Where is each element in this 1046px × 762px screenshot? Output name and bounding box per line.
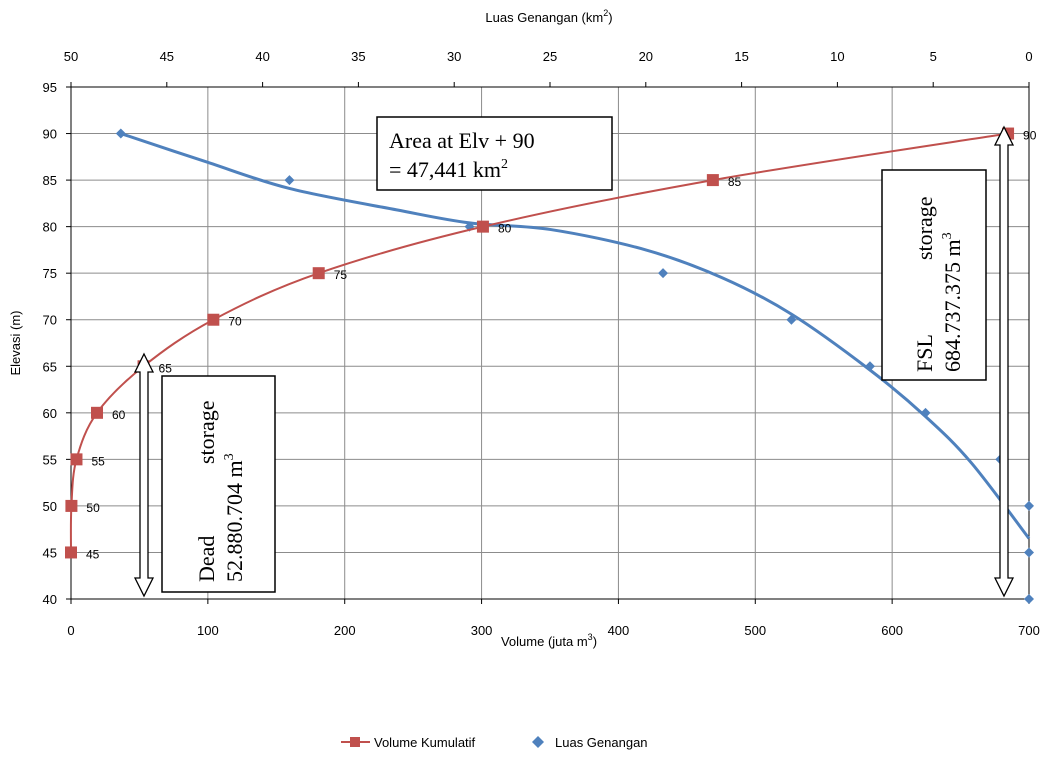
tick-label-top: 40 <box>255 49 269 64</box>
tick-label-top: 15 <box>734 49 748 64</box>
tick-label-y: 95 <box>43 80 57 95</box>
data-label-volume: 45 <box>86 547 100 561</box>
data-label-volume: 70 <box>228 315 242 329</box>
tick-label-top: 50 <box>64 49 78 64</box>
point-volume-kumulatif <box>91 406 104 419</box>
dead-storage-arrow <box>133 352 155 598</box>
point-luas-genangan <box>1024 547 1034 558</box>
data-label-volume: 65 <box>159 361 173 375</box>
tick-label-top: 5 <box>930 49 937 64</box>
annotation-area-box: Area at Elv + 90 = 47,441 km2 <box>376 116 613 191</box>
data-label-volume: 80 <box>498 222 512 236</box>
tick-label-y: 45 <box>43 545 57 560</box>
tick-label-y: 60 <box>43 406 57 421</box>
tick-label-y: 70 <box>43 313 57 328</box>
legend-label-luas: Luas Genangan <box>555 735 648 750</box>
point-luas-genangan <box>920 407 931 418</box>
fsl-storage-word2: storage <box>912 196 937 260</box>
point-volume-kumulatif <box>312 267 325 280</box>
tick-label-bottom: 600 <box>881 623 903 638</box>
legend-item-volume-kumulatif: Volume Kumulatif <box>341 735 476 750</box>
tick-label-y: 75 <box>43 266 57 281</box>
dead-storage-word2: storage <box>194 400 219 464</box>
data-label-volume: 90 <box>1023 129 1037 143</box>
tick-label-y: 90 <box>43 127 57 142</box>
tick-label-bottom: 0 <box>67 623 74 638</box>
point-volume-kumulatif <box>476 220 489 233</box>
fsl-storage-arrow <box>993 125 1015 598</box>
dead-storage-value: 52.880.704 m3 <box>222 453 247 582</box>
tick-label-bottom: 400 <box>608 623 630 638</box>
point-volume-kumulatif <box>207 313 220 326</box>
tick-label-top: 45 <box>160 49 174 64</box>
data-label-volume: 55 <box>91 454 105 468</box>
data-label-volume: 60 <box>112 408 126 422</box>
legend-item-luas-genangan: Luas Genangan <box>532 735 648 750</box>
annotation-area-line2: = 47,441 km2 <box>389 157 508 182</box>
tick-label-top: 25 <box>543 49 557 64</box>
point-volume-kumulatif <box>706 174 719 187</box>
tick-label-top: 20 <box>639 49 653 64</box>
x-axis-bottom-ticks: 0 100 200 300 400 500 600 700 <box>67 599 1040 638</box>
tick-label-bottom: 100 <box>197 623 219 638</box>
point-luas-genangan <box>864 361 875 372</box>
fsl-storage-word1: FSL <box>912 334 937 372</box>
point-luas-genangan <box>1024 500 1034 511</box>
tick-label-bottom: 500 <box>744 623 766 638</box>
legend-label-volume: Volume Kumulatif <box>374 735 476 750</box>
point-volume-kumulatif <box>70 453 83 466</box>
data-label-volume: 85 <box>728 175 742 189</box>
tick-label-bottom: 300 <box>471 623 493 638</box>
storage-arrows <box>133 125 1015 598</box>
data-label-volume: 50 <box>86 501 100 515</box>
point-luas-genangan <box>1024 594 1034 604</box>
x-axis-top-title: Luas Genangan (km2) <box>485 8 612 25</box>
point-luas-genangan <box>658 268 669 279</box>
point-volume-kumulatif <box>65 546 77 559</box>
tick-label-y: 80 <box>43 220 57 235</box>
y-axis-title: Elevasi (m) <box>8 310 23 375</box>
tick-label-top: 35 <box>351 49 365 64</box>
tick-label-y: 50 <box>43 499 57 514</box>
x-axis-bottom-title: Volume (juta m3) <box>501 632 597 649</box>
tick-label-top: 30 <box>447 49 461 64</box>
annotation-dead-storage: Dead storage 52.880.704 m3 <box>161 375 276 593</box>
annotation-fsl-storage: FSL storage 684.737.375 m3 <box>881 169 987 381</box>
point-volume-kumulatif <box>65 499 78 512</box>
tick-label-top: 10 <box>830 49 844 64</box>
dead-storage-word1: Dead <box>194 536 219 582</box>
tick-label-y: 40 <box>43 592 57 607</box>
fsl-storage-value: 684.737.375 m3 <box>940 232 965 372</box>
tick-label-top: 0 <box>1025 49 1032 64</box>
annotation-area-line1: Area at Elv + 90 <box>389 128 535 153</box>
x-axis-top-ticks: 50 45 40 35 30 25 20 15 10 5 0 <box>64 49 1033 87</box>
point-luas-genangan <box>115 128 126 139</box>
point-luas-genangan <box>786 314 797 325</box>
tick-label-y: 55 <box>43 452 57 467</box>
tick-label-bottom: 700 <box>1018 623 1040 638</box>
y-axis-ticks: 40 45 50 55 60 65 70 75 80 85 90 95 <box>43 80 71 607</box>
point-luas-genangan <box>284 175 295 186</box>
tick-label-bottom: 200 <box>334 623 356 638</box>
legend: Volume Kumulatif Luas Genangan <box>341 735 648 750</box>
data-label-volume: 75 <box>334 268 348 282</box>
tick-label-y: 85 <box>43 173 57 188</box>
tick-label-y: 65 <box>43 359 57 374</box>
